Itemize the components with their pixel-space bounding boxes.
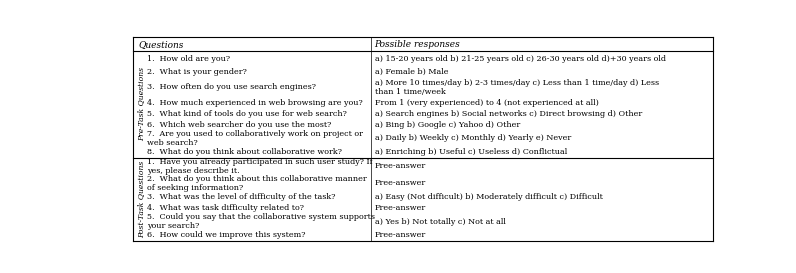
- Text: Possible responses: Possible responses: [375, 40, 460, 49]
- Text: a) Enriching b) Useful c) Useless d) Conflictual: a) Enriching b) Useful c) Useless d) Con…: [375, 148, 567, 156]
- Text: Questions: Questions: [139, 40, 184, 49]
- Text: 2.  What is your gender?: 2. What is your gender?: [147, 68, 247, 76]
- Text: 5.  Could you say that the collaborative system supports
your search?: 5. Could you say that the collaborative …: [147, 213, 375, 230]
- Text: 1.  How old are you?: 1. How old are you?: [147, 55, 230, 63]
- Text: 3.  How often do you use search engines?: 3. How often do you use search engines?: [147, 83, 316, 91]
- Text: a) Bing b) Google c) Yahoo d) Other: a) Bing b) Google c) Yahoo d) Other: [375, 121, 520, 129]
- Text: Free-answer: Free-answer: [375, 232, 426, 239]
- Text: a) Daily b) Weekly c) Monthly d) Yearly e) Never: a) Daily b) Weekly c) Monthly d) Yearly …: [375, 134, 571, 142]
- Text: 6.  Which web searcher do you use the most?: 6. Which web searcher do you use the mos…: [147, 121, 331, 129]
- Text: 4.  How much experienced in web browsing are you?: 4. How much experienced in web browsing …: [147, 99, 363, 107]
- Text: Free-answer: Free-answer: [375, 179, 426, 187]
- Text: 7.  Are you used to collaboratively work on project or
web search?: 7. Are you used to collaboratively work …: [147, 130, 363, 147]
- Text: Free-answer: Free-answer: [375, 204, 426, 212]
- Text: a) Female b) Male: a) Female b) Male: [375, 68, 448, 76]
- Text: a) Easy (Not difficult) b) Moderately difficult c) Difficult: a) Easy (Not difficult) b) Moderately di…: [375, 193, 603, 201]
- Text: 8.  What do you think about collaborative work?: 8. What do you think about collaborative…: [147, 148, 342, 156]
- Text: Pre-Task Questions: Pre-Task Questions: [137, 67, 145, 141]
- Text: 1.  Have you already participated in such user study? If
yes, please describe it: 1. Have you already participated in such…: [147, 158, 373, 175]
- Text: a) Search engines b) Social networks c) Direct browsing d) Other: a) Search engines b) Social networks c) …: [375, 110, 642, 118]
- Text: Free-answer: Free-answer: [375, 162, 426, 170]
- Text: 6.  How could we improve this system?: 6. How could we improve this system?: [147, 232, 306, 239]
- Text: 3.  What was the level of difficulty of the task?: 3. What was the level of difficulty of t…: [147, 193, 335, 201]
- Text: a) More 10 times/day b) 2-3 times/day c) Less than 1 time/day d) Less
than 1 tim: a) More 10 times/day b) 2-3 times/day c)…: [375, 79, 659, 96]
- Text: 5.  What kind of tools do you use for web search?: 5. What kind of tools do you use for web…: [147, 110, 347, 118]
- Text: 4.  What was task difficulty related to?: 4. What was task difficulty related to?: [147, 204, 304, 212]
- Text: a) 15-20 years old b) 21-25 years old c) 26-30 years old d)+30 years old: a) 15-20 years old b) 21-25 years old c)…: [375, 55, 665, 63]
- Text: From 1 (very experienced) to 4 (not experienced at all): From 1 (very experienced) to 4 (not expe…: [375, 99, 599, 107]
- Text: Post-Task Questions: Post-Task Questions: [137, 161, 145, 238]
- Text: a) Yes b) Not totally c) Not at all: a) Yes b) Not totally c) Not at all: [375, 218, 505, 226]
- Text: 2.  What do you think about this collaborative manner
of seeking information?: 2. What do you think about this collabor…: [147, 174, 367, 192]
